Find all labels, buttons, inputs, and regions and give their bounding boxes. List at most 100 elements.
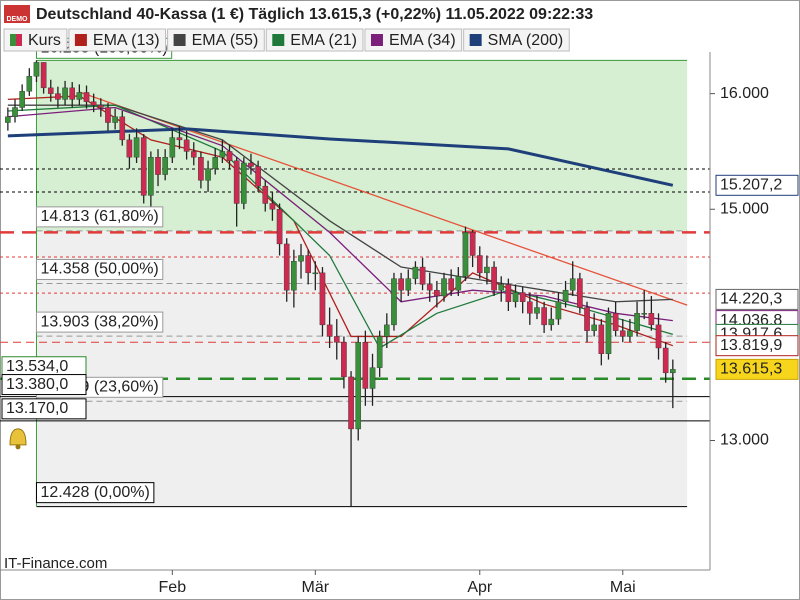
candle-body bbox=[348, 376, 354, 430]
trend-line bbox=[79, 91, 688, 306]
candle-body bbox=[148, 157, 154, 196]
legend-swatch bbox=[16, 34, 22, 46]
legend-item bbox=[364, 28, 463, 52]
candle-body bbox=[341, 342, 347, 378]
legend-label: SMA (200) bbox=[488, 32, 564, 49]
candle-body bbox=[491, 266, 497, 291]
fib-label: 12.428 (0,00%) bbox=[40, 484, 149, 501]
price-tag-box bbox=[715, 174, 799, 196]
candle-body bbox=[62, 87, 68, 100]
legend-swatch bbox=[74, 34, 87, 46]
candle-body bbox=[183, 139, 190, 152]
price-tag: 13.615,3 bbox=[720, 361, 782, 378]
candle-body bbox=[12, 107, 18, 117]
candle-body bbox=[498, 284, 505, 291]
level-tag-box bbox=[1, 374, 87, 396]
legend-swatch bbox=[272, 34, 285, 46]
level-tag: 13.380,0 bbox=[6, 376, 68, 393]
candle-body bbox=[369, 367, 376, 389]
candle-body bbox=[248, 162, 254, 167]
price-tag: 13.819,9 bbox=[720, 337, 782, 354]
legend-swatch bbox=[469, 34, 482, 46]
candle-body bbox=[33, 62, 40, 77]
legend-item bbox=[68, 28, 167, 52]
fib-label-box bbox=[35, 482, 155, 504]
candle-body bbox=[484, 266, 490, 274]
candle-body bbox=[305, 255, 311, 274]
candle-body bbox=[405, 278, 412, 291]
candle-body bbox=[591, 324, 597, 331]
candle-body bbox=[441, 278, 447, 297]
candle-body bbox=[384, 324, 390, 337]
candle-body bbox=[276, 209, 283, 245]
logo: DEMO bbox=[7, 16, 29, 23]
candle-body bbox=[434, 289, 440, 297]
candle-body bbox=[169, 137, 176, 158]
legend-item bbox=[167, 28, 265, 52]
candle-body bbox=[176, 137, 183, 141]
fib-label: 13.903 (38,20%) bbox=[40, 313, 158, 330]
legend-label: EMA (55) bbox=[192, 32, 259, 49]
price-tag: 14.220,3 bbox=[720, 291, 782, 308]
candle-body bbox=[262, 185, 269, 204]
legend-label: Kurs bbox=[28, 32, 61, 49]
candle-body bbox=[391, 278, 397, 326]
candle-body bbox=[255, 166, 261, 187]
candle-body bbox=[333, 336, 340, 343]
price-tag-box bbox=[715, 288, 799, 310]
indicator-line bbox=[7, 104, 673, 303]
candle-body bbox=[569, 278, 576, 291]
price-tag: 15.207,2 bbox=[720, 177, 782, 194]
candle-body bbox=[512, 292, 519, 302]
candle-body bbox=[291, 261, 297, 291]
x-tick-label: Feb bbox=[159, 579, 187, 596]
indicator-line bbox=[7, 95, 674, 347]
candle-body bbox=[398, 278, 404, 291]
candle-body bbox=[326, 324, 333, 337]
alarm-bell bbox=[9, 428, 27, 446]
price-tag-box bbox=[715, 335, 799, 357]
candle-body bbox=[555, 301, 562, 320]
footer-source: IT-Finance.com bbox=[4, 555, 107, 572]
candle-body bbox=[534, 307, 540, 314]
candle-body bbox=[612, 313, 619, 331]
candle-body bbox=[76, 92, 83, 100]
fib-label: 14.358 (50,00%) bbox=[40, 261, 158, 278]
candle-body bbox=[455, 276, 462, 291]
candle-body bbox=[319, 272, 326, 326]
candle-body bbox=[226, 151, 233, 161]
plot: 16.288 (100,00%)14.813 (61,80%)14.358 (5… bbox=[0, 37, 799, 596]
legend-item bbox=[265, 28, 364, 52]
alarm-bell-clapper bbox=[15, 444, 21, 450]
legend-swatch bbox=[173, 34, 186, 46]
candle-body bbox=[619, 330, 626, 337]
legend-item bbox=[463, 28, 570, 52]
candle-body bbox=[155, 157, 161, 175]
level-tag-box bbox=[1, 398, 87, 420]
x-tick-label: Apr bbox=[467, 579, 493, 596]
candle-body bbox=[269, 203, 276, 210]
candle-body bbox=[55, 93, 61, 100]
candle-body bbox=[5, 116, 11, 123]
candle-body bbox=[662, 347, 669, 374]
y-tick-label: 15.000 bbox=[720, 200, 769, 217]
candle-body bbox=[548, 318, 555, 326]
candle-body bbox=[505, 284, 512, 302]
candle-body bbox=[655, 324, 662, 349]
legend-swatch bbox=[10, 34, 16, 46]
candle-body bbox=[90, 101, 97, 106]
candle-body bbox=[448, 278, 454, 291]
candle-body bbox=[527, 301, 533, 314]
candle-body bbox=[362, 342, 369, 389]
indicator-line bbox=[7, 127, 674, 187]
candle-body bbox=[469, 232, 476, 256]
candle-body bbox=[19, 91, 25, 108]
candle-body bbox=[241, 162, 247, 204]
candle-body bbox=[47, 87, 54, 94]
candle-body bbox=[627, 330, 633, 337]
candle-body bbox=[112, 116, 118, 123]
legend-label: EMA (13) bbox=[93, 32, 160, 49]
candle-body bbox=[133, 137, 140, 158]
candle-body bbox=[40, 62, 47, 89]
